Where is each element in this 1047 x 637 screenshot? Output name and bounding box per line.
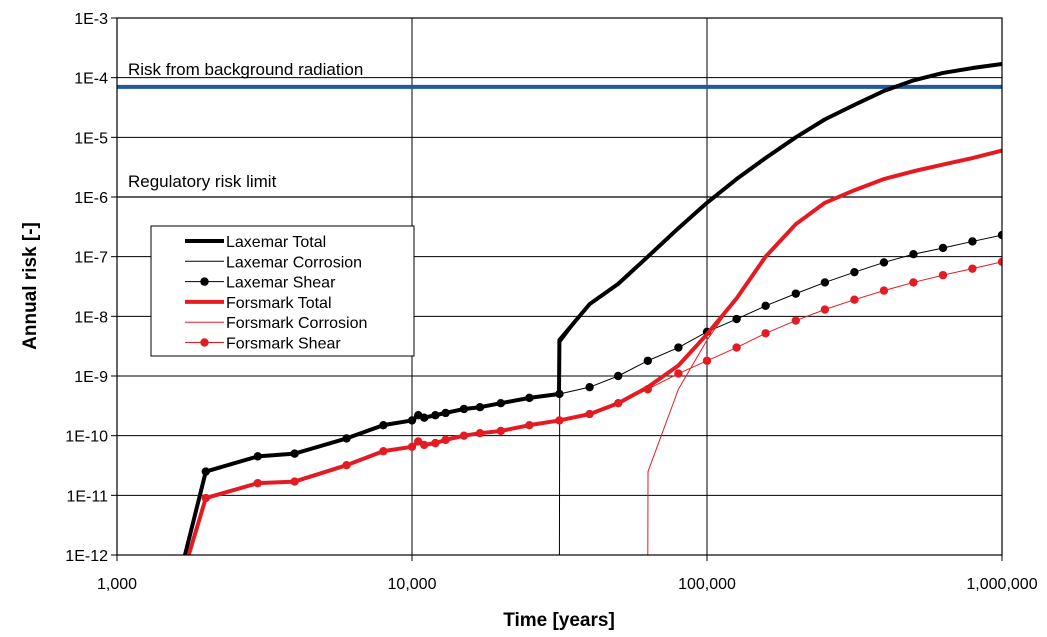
x-tick-label: 10,000 bbox=[388, 576, 437, 593]
laxemar-shear-point bbox=[441, 408, 450, 418]
forsmark-shear-point bbox=[555, 416, 564, 425]
forsmark-shear-point bbox=[253, 478, 262, 488]
laxemar-shear-point bbox=[525, 393, 534, 403]
forsmark-shear-point bbox=[997, 257, 1002, 267]
legend-marker-laxemar-shear bbox=[200, 277, 209, 286]
laxemar-shear-point bbox=[997, 230, 1002, 240]
forsmark-shear-point bbox=[496, 426, 506, 436]
forsmark-corrosion-line bbox=[647, 150, 1002, 555]
y-tick-label: 1E-12 bbox=[65, 548, 108, 565]
legend-box bbox=[150, 225, 415, 357]
y-tick-label: 1E-4 bbox=[74, 71, 108, 88]
forsmark-shear-point bbox=[585, 409, 594, 419]
laxemar-shear-point bbox=[496, 399, 506, 408]
laxemar-shear-point bbox=[431, 411, 440, 420]
legend-label-forsmark-corrosion: Forsmark Corrosion bbox=[226, 315, 367, 332]
x-axis-title: Time [years] bbox=[503, 610, 615, 631]
y-axis-title: Annual risk [-] bbox=[20, 222, 41, 350]
reference-lines bbox=[117, 84, 1002, 198]
y-tick-label: 1E-7 bbox=[74, 250, 108, 267]
legend-label-laxemar-shear: Laxemar Shear bbox=[226, 275, 336, 292]
forsmark-shear-point bbox=[431, 438, 440, 448]
forsmark-shear-point bbox=[379, 446, 388, 456]
y-tick-label: 1E-5 bbox=[74, 130, 108, 147]
forsmark-shear-point bbox=[290, 477, 299, 486]
laxemar-shear-point bbox=[820, 278, 830, 287]
x-axis-ticks: 1,000 10,000 100,000 1,000,000 bbox=[97, 555, 1038, 593]
forsmark-shear-point bbox=[791, 316, 801, 325]
laxemar-corrosion-line bbox=[558, 63, 1002, 555]
forsmark-shear-point bbox=[643, 385, 653, 394]
forsmark-shear-point bbox=[968, 264, 977, 273]
regulatory-limit-label: Regulatory risk limit bbox=[128, 172, 277, 191]
series-layer bbox=[182, 61, 1002, 555]
forsmark-shear-point bbox=[441, 435, 450, 445]
laxemar-shear-point bbox=[253, 452, 262, 461]
x-tick-label: 1,000 bbox=[97, 576, 137, 593]
forsmark-shear-point bbox=[525, 420, 534, 430]
legend: Laxemar Total Laxemar Corrosion Laxemar Sh… bbox=[150, 225, 415, 357]
forsmark-shear-point bbox=[732, 343, 741, 352]
forsmark-shear-point bbox=[938, 270, 948, 280]
laxemar-shear-point bbox=[968, 237, 977, 246]
forsmark-shear-point bbox=[674, 369, 683, 378]
forsmark-shear-point bbox=[459, 431, 469, 440]
laxemar-shear-point bbox=[585, 382, 594, 392]
laxemar-shear-point bbox=[201, 467, 211, 476]
y-axis-ticks: 1E-12 1E-11 1E-10 1E-9 1E-8 1E-7 1E-6 1E-5 1E-4 1… bbox=[65, 11, 117, 565]
laxemar-shear-point bbox=[475, 402, 485, 412]
laxemar-shear-point bbox=[420, 413, 429, 422]
laxemar-shear-point bbox=[613, 371, 623, 381]
y-tick-label: 1E-11 bbox=[66, 488, 108, 505]
laxemar-shear-point bbox=[555, 389, 564, 399]
laxemar-shear-point bbox=[674, 343, 683, 352]
forsmark-shear-point bbox=[702, 356, 712, 365]
y-tick-label: 1E-8 bbox=[74, 309, 108, 326]
x-tick-label: 1,000,000 bbox=[966, 576, 1037, 593]
laxemar-shear-point bbox=[643, 356, 653, 365]
laxemar-shear-point bbox=[938, 243, 948, 253]
forsmark-shear-point bbox=[475, 428, 485, 438]
legend-marker-forsmark-shear bbox=[200, 338, 209, 347]
forsmark-shear-point bbox=[909, 278, 918, 287]
forsmark-shear-point bbox=[879, 286, 889, 295]
laxemar-shear-point bbox=[909, 249, 918, 259]
legend-label-forsmark-total: Forsmark Total bbox=[226, 295, 332, 312]
forsmark-shear-point bbox=[613, 399, 623, 408]
background-radiation-label: Risk from background radiation bbox=[128, 60, 363, 79]
legend-label-laxemar-total: Laxemar Total bbox=[226, 234, 326, 251]
laxemar-shear-point bbox=[791, 289, 801, 298]
laxemar-shear-point bbox=[342, 434, 351, 443]
forsmark-shear-point bbox=[761, 329, 770, 338]
forsmark-shear-point bbox=[201, 493, 211, 503]
y-tick-label: 1E-10 bbox=[65, 429, 108, 446]
annotations: Risk from background radiation Regulatory… bbox=[128, 60, 363, 191]
laxemar-shear-point bbox=[850, 267, 859, 277]
x-tick-label: 100,000 bbox=[678, 576, 736, 593]
y-tick-label: 1E-9 bbox=[74, 369, 108, 386]
forsmark-shear-point bbox=[850, 295, 859, 304]
forsmark-shear-point bbox=[420, 440, 429, 450]
plot-frame bbox=[116, 17, 1003, 556]
laxemar-shear-point bbox=[879, 258, 889, 267]
laxemar-shear-point bbox=[459, 404, 469, 414]
laxemar-shear-point bbox=[761, 301, 770, 311]
laxemar-shear-point bbox=[379, 420, 388, 430]
forsmark-shear-point bbox=[342, 460, 351, 470]
laxemar-shear-point bbox=[732, 314, 741, 324]
y-tick-label: 1E-3 bbox=[74, 11, 108, 28]
legend-label-laxemar-corrosion: Laxemar Corrosion bbox=[226, 254, 362, 271]
legend-label-forsmark-shear: Forsmark Shear bbox=[226, 336, 341, 353]
y-tick-label: 1E-6 bbox=[74, 190, 108, 207]
laxemar-shear-point bbox=[290, 449, 299, 458]
forsmark-shear-point bbox=[407, 442, 417, 452]
forsmark-shear-point bbox=[820, 305, 830, 314]
laxemar-shear-point bbox=[407, 416, 417, 425]
